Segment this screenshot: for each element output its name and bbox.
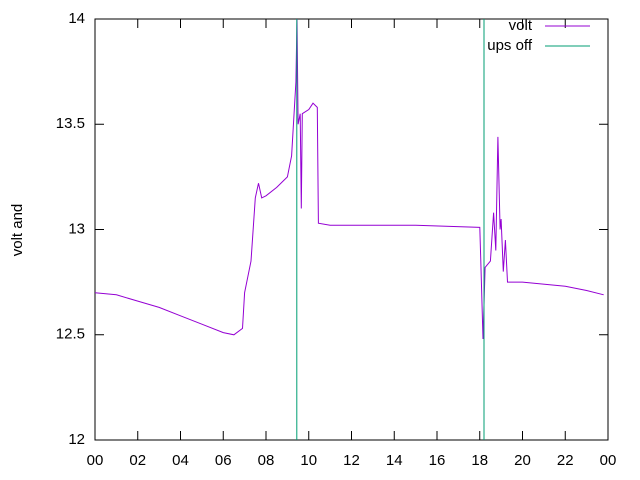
x-tick-label: 16: [429, 452, 446, 469]
series-line: [296, 19, 485, 440]
y-tick-label: 13.5: [56, 115, 85, 132]
x-tick-label: 10: [300, 452, 317, 469]
y-tick-label: 13: [68, 220, 85, 237]
x-tick-label: 00: [600, 452, 617, 469]
x-tick-label: 14: [386, 452, 403, 469]
legend-label: ups off: [487, 37, 533, 54]
y-tick-label: 14: [68, 10, 85, 27]
x-tick-label: 06: [215, 452, 232, 469]
x-tick-label: 22: [557, 452, 574, 469]
x-tick-label: 20: [514, 452, 531, 469]
x-tick-label: 04: [172, 452, 189, 469]
plot-border: [94, 18, 609, 441]
y-tick-label: 12: [68, 431, 85, 448]
series-line: [95, 19, 604, 340]
y-axis-label: volt and: [9, 204, 26, 257]
plot-area: [95, 19, 604, 440]
x-tick-label: 00: [87, 452, 104, 469]
x-tick-label: 12: [343, 452, 360, 469]
legend-label: volt: [509, 17, 533, 34]
x-tick-label: 08: [258, 452, 275, 469]
y-tick-label: 12.5: [56, 326, 85, 343]
x-tick-label: 02: [129, 452, 146, 469]
x-tick-label: 18: [471, 452, 488, 469]
